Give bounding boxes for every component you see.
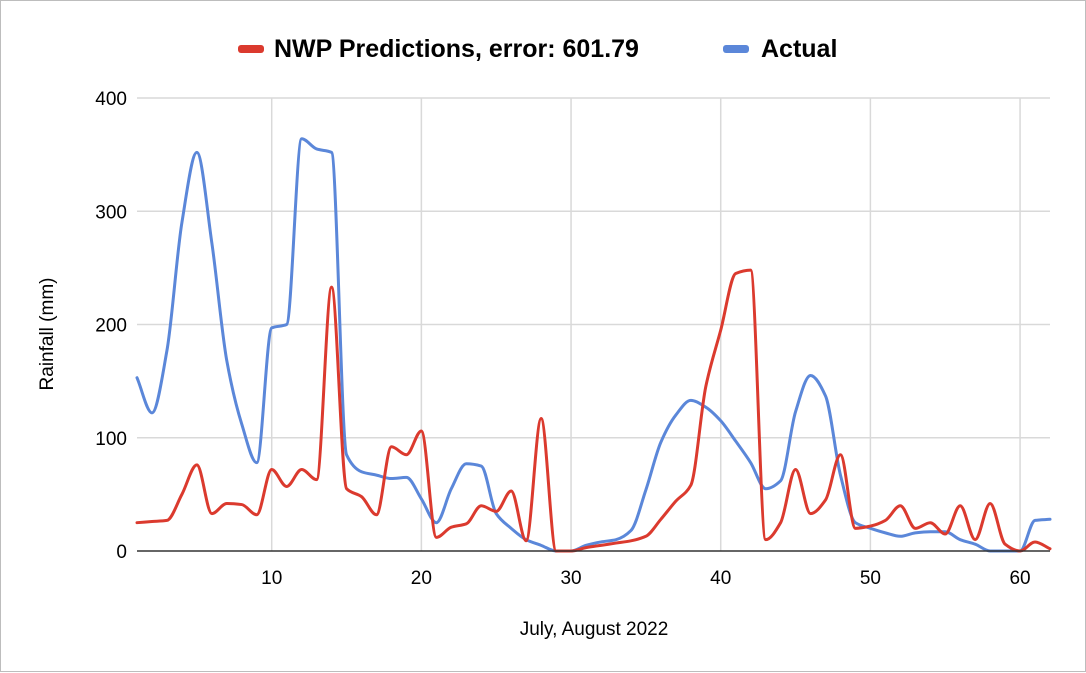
y-tick-label: 300	[95, 202, 127, 223]
y-tick-labels: 0 100 200 300 400	[95, 89, 127, 563]
x-tick-label: 20	[411, 568, 432, 589]
legend-swatch-actual	[723, 45, 749, 53]
legend-label-nwp: NWP Predictions, error: 601.79	[274, 35, 639, 63]
series-line-nwp-predictions	[135, 268, 1052, 553]
y-tick-label: 0	[116, 542, 127, 563]
legend-label-actual: Actual	[761, 35, 837, 63]
x-tick-labels: 10 20 30 40 50 60	[261, 568, 1031, 589]
series-lines	[135, 137, 1052, 553]
x-tick-label: 10	[261, 568, 282, 589]
y-tick-label: 200	[95, 316, 127, 337]
x-tick-label: 30	[560, 568, 581, 589]
x-tick-label: 60	[1009, 568, 1030, 589]
x-tick-label: 40	[710, 568, 731, 589]
x-axis-label: July, August 2022	[520, 619, 669, 640]
legend: NWP Predictions, error: 601.79 Actual	[238, 35, 837, 63]
y-axis-label: Rainfall (mm)	[37, 278, 58, 391]
y-tick-label: 100	[95, 429, 127, 450]
x-tick-label: 50	[860, 568, 881, 589]
series-line-actual	[135, 137, 1052, 553]
y-tick-label: 400	[95, 89, 127, 110]
legend-swatch-nwp	[238, 45, 264, 53]
grid	[137, 97, 1050, 551]
